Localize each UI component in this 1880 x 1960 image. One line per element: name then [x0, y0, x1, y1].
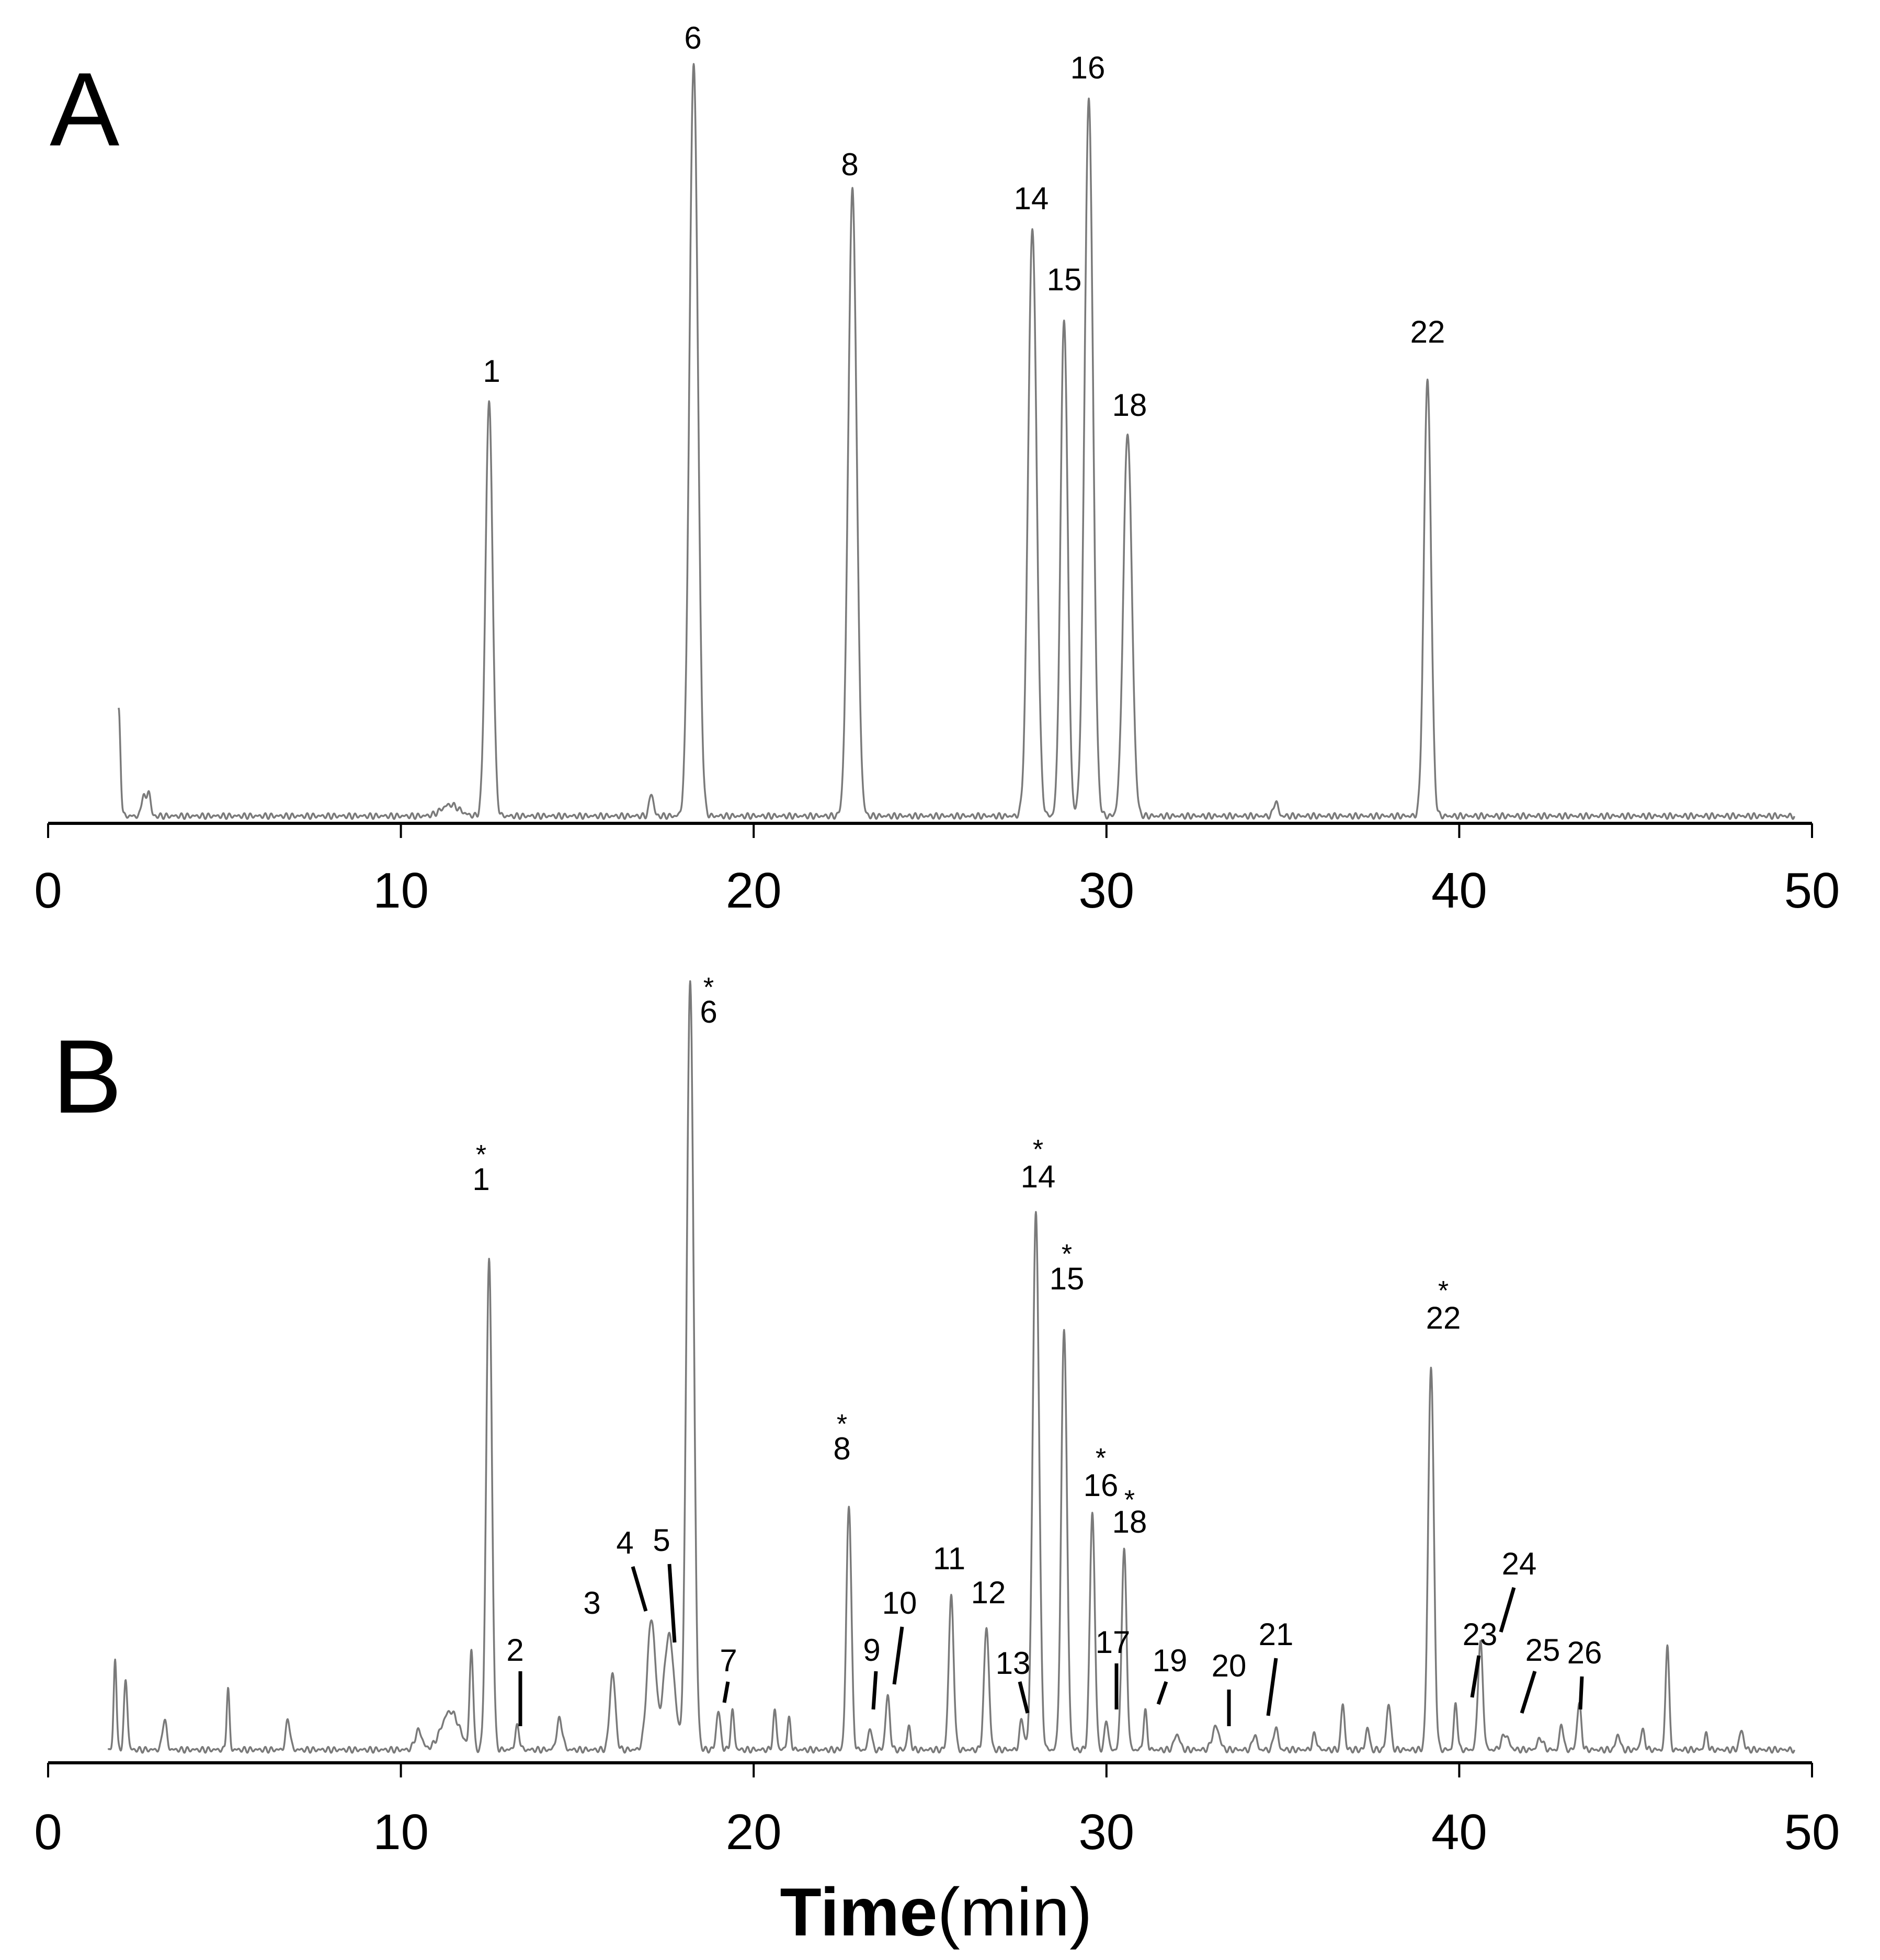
panel-b-tick-label-50: 50 — [1784, 1804, 1840, 1860]
panel-b-letter: B — [52, 1018, 122, 1135]
panel-b-tick-label-20: 20 — [726, 1804, 782, 1860]
panel-b-peak-label-20: 20 — [1212, 1648, 1247, 1683]
panel-a-peak-label-22: 22 — [1410, 314, 1445, 349]
panel-b-leader-7 — [722, 1681, 730, 1703]
panel-b-peak-star-22: * — [1438, 1276, 1449, 1306]
panel-b-peak-star-16: * — [1096, 1443, 1106, 1474]
panel-b-tick-label-40: 40 — [1431, 1804, 1487, 1860]
panel-b-peak-label-11: 11 — [933, 1541, 965, 1576]
panel-b-peak-label-22: 22 — [1426, 1300, 1461, 1335]
panel-a-tick-label-40: 40 — [1431, 863, 1487, 919]
panel-a-tick-label-10: 10 — [373, 863, 429, 919]
panel-b-tick-label-10: 10 — [373, 1804, 429, 1860]
panel-b-peak-label-9: 9 — [863, 1633, 880, 1668]
panel-b-peak-star-15: * — [1062, 1239, 1072, 1270]
panel-a-peak-label-8: 8 — [841, 147, 858, 182]
panel-b-peak-label-4: 4 — [616, 1525, 633, 1560]
panel-b-peak-label-14: 14 — [1021, 1159, 1056, 1194]
panel-b-peak-label-7: 7 — [720, 1643, 737, 1678]
panel-b-leader-25 — [1520, 1670, 1537, 1714]
panel-b-peak-star-18: * — [1124, 1485, 1135, 1515]
panel-a-tick-label-50: 50 — [1784, 863, 1840, 919]
panel-b-leader-26 — [1578, 1676, 1584, 1710]
panel-b-tick-label-30: 30 — [1078, 1804, 1134, 1860]
panel-b-peak-label-23: 23 — [1463, 1617, 1498, 1652]
panel-b-peak-star-8: * — [837, 1409, 847, 1440]
panel-b-peak-label-17: 17 — [1096, 1625, 1131, 1660]
panel-a-peak-label-18: 18 — [1112, 388, 1147, 423]
panel-b-leader-24 — [1499, 1587, 1516, 1633]
panel-b-peak-label-6: 6 — [700, 994, 717, 1029]
panel-a-peak-label-1: 1 — [483, 354, 500, 389]
panel-b-peak-label-1: 1 — [472, 1162, 489, 1197]
panel-a-trace — [118, 63, 1795, 820]
panel-a-peak-label-6: 6 — [684, 20, 701, 55]
panel-b-leader-5 — [667, 1564, 677, 1643]
panel-b-leader-13 — [1018, 1681, 1030, 1714]
panel-b-peak-label-5: 5 — [653, 1523, 670, 1558]
panel-b-peak-label-3: 3 — [583, 1585, 600, 1621]
panel-b-peak-star-14: * — [1033, 1135, 1043, 1165]
panel-a-peak-label-15: 15 — [1047, 262, 1082, 297]
panel-a-tick-label-0: 0 — [34, 863, 62, 919]
panel-b-peak-label-16: 16 — [1084, 1468, 1119, 1503]
x-axis-title: Time(min) — [780, 1874, 1092, 1950]
panel-b-peak-star-1: * — [476, 1140, 486, 1170]
panel-a-letter: A — [50, 51, 120, 168]
panel-b-peak-star-6: * — [703, 972, 714, 1003]
panel-b-peak-label-8: 8 — [833, 1431, 850, 1466]
panel-b-peak-label-19: 19 — [1153, 1643, 1188, 1678]
panel-b-peak-label-10: 10 — [882, 1585, 917, 1621]
panel-a-ticks: 0 10 20 30 40 50 — [34, 823, 1840, 919]
panel-b-peak-label-13: 13 — [996, 1646, 1031, 1681]
panel-b-peak-label-15: 15 — [1050, 1261, 1085, 1296]
panel-a-peak-label-14: 14 — [1014, 181, 1049, 216]
panel-b-peak-label-18: 18 — [1112, 1504, 1147, 1539]
panel-b-leader-21 — [1266, 1658, 1278, 1716]
panel-b-peak-label-12: 12 — [971, 1575, 1006, 1610]
panel-b-leader-10 — [892, 1626, 904, 1685]
panel-a-peak-label-16: 16 — [1070, 50, 1106, 85]
panel-b-leader-4 — [631, 1566, 648, 1612]
panel-b-peak-label-2: 2 — [506, 1633, 523, 1668]
panel-b-leader-9 — [871, 1671, 878, 1710]
panel-b-trace — [107, 980, 1795, 1754]
panel-b-leader-23 — [1470, 1655, 1481, 1698]
x-axis-title-time: Time — [780, 1874, 937, 1950]
panel-a-tick-label-20: 20 — [726, 863, 782, 919]
panel-b-peak-label-21: 21 — [1259, 1617, 1294, 1652]
panel-b-peak-label-24: 24 — [1502, 1546, 1537, 1581]
panel-b-peak-label-26: 26 — [1567, 1635, 1602, 1670]
panel-b-ticks: 0 10 20 30 40 50 — [34, 1763, 1840, 1860]
x-axis-title-unit: (min) — [938, 1874, 1092, 1950]
panel-b-leader-19 — [1156, 1681, 1168, 1705]
panel-b-peak-label-25: 25 — [1525, 1633, 1560, 1668]
panel-a-tick-label-30: 30 — [1078, 863, 1134, 919]
panel-b-tick-label-0: 0 — [34, 1804, 62, 1860]
